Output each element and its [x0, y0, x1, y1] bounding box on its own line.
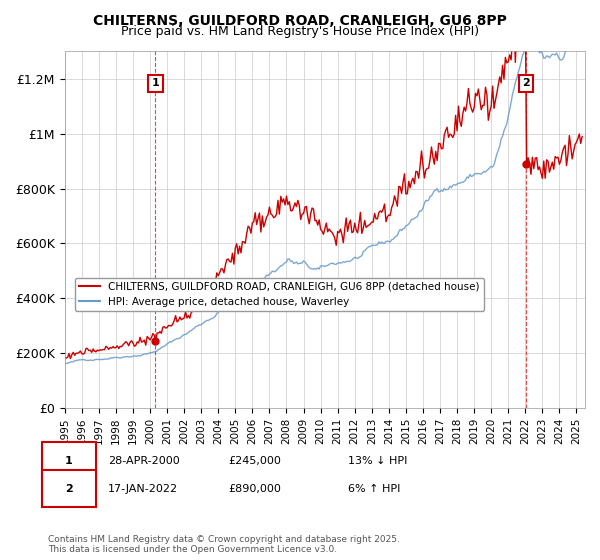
Text: Contains HM Land Registry data © Crown copyright and database right 2025.
This d: Contains HM Land Registry data © Crown c… [48, 535, 400, 554]
Text: 2: 2 [522, 78, 530, 88]
Text: Price paid vs. HM Land Registry's House Price Index (HPI): Price paid vs. HM Land Registry's House … [121, 25, 479, 38]
Text: 6% ↑ HPI: 6% ↑ HPI [348, 484, 400, 493]
Text: CHILTERNS, GUILDFORD ROAD, CRANLEIGH, GU6 8PP: CHILTERNS, GUILDFORD ROAD, CRANLEIGH, GU… [93, 14, 507, 28]
Text: £890,000: £890,000 [228, 484, 281, 493]
Text: £245,000: £245,000 [228, 456, 281, 465]
Text: 1: 1 [152, 78, 160, 88]
Legend: CHILTERNS, GUILDFORD ROAD, CRANLEIGH, GU6 8PP (detached house), HPI: Average pri: CHILTERNS, GUILDFORD ROAD, CRANLEIGH, GU… [75, 278, 484, 311]
Text: 1: 1 [65, 456, 73, 465]
Text: 13% ↓ HPI: 13% ↓ HPI [348, 456, 407, 465]
Text: 28-APR-2000: 28-APR-2000 [108, 456, 180, 465]
Text: 2: 2 [65, 484, 73, 493]
Text: 17-JAN-2022: 17-JAN-2022 [108, 484, 178, 493]
